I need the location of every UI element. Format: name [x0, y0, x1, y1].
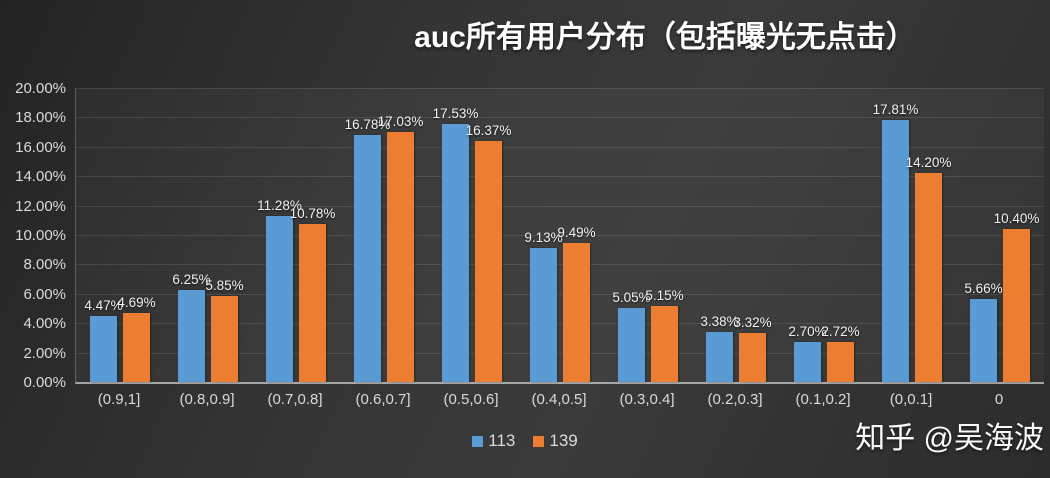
- bar-series-113: [90, 316, 117, 382]
- value-label: 9.13%: [524, 229, 563, 245]
- y-tick-label: 10.00%: [15, 227, 66, 244]
- y-tick-label: 4.00%: [23, 315, 66, 333]
- chart-title: auc所有用户分布（包括曝光无点击）: [414, 21, 916, 54]
- value-label: 17.03%: [377, 113, 424, 129]
- value-label: 16.37%: [465, 123, 512, 139]
- bar-series-139: [387, 131, 414, 382]
- y-tick-label: 2.00%: [23, 344, 66, 362]
- x-tick-label: (0.8,0.9]: [179, 391, 235, 408]
- x-tick-label: (0.5,0.6]: [443, 391, 499, 408]
- value-label: 5.05%: [612, 289, 651, 305]
- value-label: 5.85%: [205, 278, 244, 294]
- bar-series-113: [970, 298, 997, 382]
- y-tick-label: 12.00%: [15, 197, 66, 215]
- gridline: [76, 323, 1044, 325]
- value-label: 3.38%: [700, 314, 739, 330]
- bar-series-113: [530, 247, 557, 382]
- x-axis: (0.9,1] (0.8,0.9] (0.7,0.8] (0.6,0.7] (0.5,0…: [75, 391, 1043, 413]
- bar-series-139: [563, 242, 590, 382]
- legend-swatch: [533, 435, 545, 447]
- gridline: [76, 352, 1044, 354]
- gridline: [76, 293, 1044, 295]
- value-label: 5.66%: [964, 280, 1003, 296]
- gridline: [76, 146, 1044, 148]
- bar-series-139: [475, 141, 502, 382]
- x-tick-label: (0.1,0.2]: [795, 391, 851, 408]
- value-label: 4.47%: [84, 298, 123, 314]
- value-label: 2.72%: [821, 324, 860, 340]
- bar-series-113: [706, 332, 733, 382]
- value-label: 2.70%: [788, 324, 827, 340]
- value-label: 11.28%: [257, 198, 302, 214]
- gridline: [76, 205, 1044, 207]
- y-tick-label: 14.00%: [15, 168, 66, 186]
- y-tick-label: 18.00%: [15, 109, 66, 127]
- gridline: [76, 264, 1044, 266]
- y-tick-label: 0.00%: [23, 374, 66, 391]
- y-tick-label: 8.00%: [23, 256, 66, 274]
- value-label: 6.25%: [172, 272, 211, 288]
- value-label: 3.32%: [733, 315, 772, 331]
- x-tick-label: (0.9,1]: [97, 391, 141, 408]
- value-label: 10.78%: [289, 205, 336, 221]
- x-tick-label: (0.3,0.4]: [619, 391, 675, 408]
- bar-series-139: [915, 173, 942, 382]
- plot-area: 4.47% 4.69% 6.25% 5.85% 11.28% 10.78% 16.78% 17…: [75, 88, 1044, 384]
- bar-series-139: [123, 313, 150, 382]
- x-tick-label: (0,0.1]: [889, 391, 933, 408]
- value-label: 14.20%: [905, 155, 952, 171]
- x-tick-label: (0.6,0.7]: [355, 391, 411, 408]
- bar-series-113: [618, 307, 645, 382]
- value-label: 10.40%: [993, 211, 1040, 227]
- value-label: 17.81%: [872, 102, 919, 118]
- y-tick-label: 20.00%: [15, 80, 66, 97]
- gridline: [76, 88, 1044, 89]
- bar-series-139: [299, 223, 326, 382]
- bar-series-139: [739, 333, 766, 382]
- bar-series-113: [354, 135, 381, 382]
- bar-series-113: [178, 290, 205, 382]
- bar-series-139: [827, 342, 854, 382]
- watermark: 知乎 @吴海波: [855, 422, 1044, 455]
- bar-series-113: [882, 120, 909, 382]
- bar-series-113: [442, 124, 469, 382]
- gridline: [76, 117, 1044, 119]
- y-axis: 0.00% 2.00% 4.00% 6.00% 8.00% 10.00% 12.00% 14.…: [0, 0, 66, 478]
- x-tick-label: (0.2,0.3]: [707, 391, 763, 408]
- legend-item: 113: [472, 431, 515, 451]
- value-label: 17.53%: [432, 106, 479, 122]
- value-label: 9.49%: [557, 224, 596, 240]
- gridline: [76, 176, 1044, 178]
- y-tick-label: 6.00%: [23, 285, 66, 303]
- value-label: 16.78%: [344, 117, 391, 133]
- legend-label: 113: [488, 431, 516, 450]
- x-tick-label: 0: [994, 391, 1004, 408]
- bar-series-139: [1003, 229, 1030, 382]
- y-tick-label: 16.00%: [15, 138, 66, 156]
- x-tick-label: (0.7,0.8]: [267, 391, 323, 408]
- x-tick-label: (0.4,0.5]: [531, 391, 587, 408]
- bar-series-113: [794, 342, 821, 382]
- gridline: [76, 235, 1044, 236]
- bar-series-113: [266, 216, 293, 382]
- bar-series-139: [211, 296, 238, 382]
- legend: 113 139: [0, 431, 1050, 451]
- legend-swatch: [472, 435, 484, 447]
- value-label: 4.69%: [117, 295, 156, 311]
- legend-label: 139: [549, 431, 578, 450]
- legend-item: 139: [533, 431, 578, 451]
- value-label: 5.15%: [645, 288, 684, 304]
- bar-series-139: [651, 306, 678, 382]
